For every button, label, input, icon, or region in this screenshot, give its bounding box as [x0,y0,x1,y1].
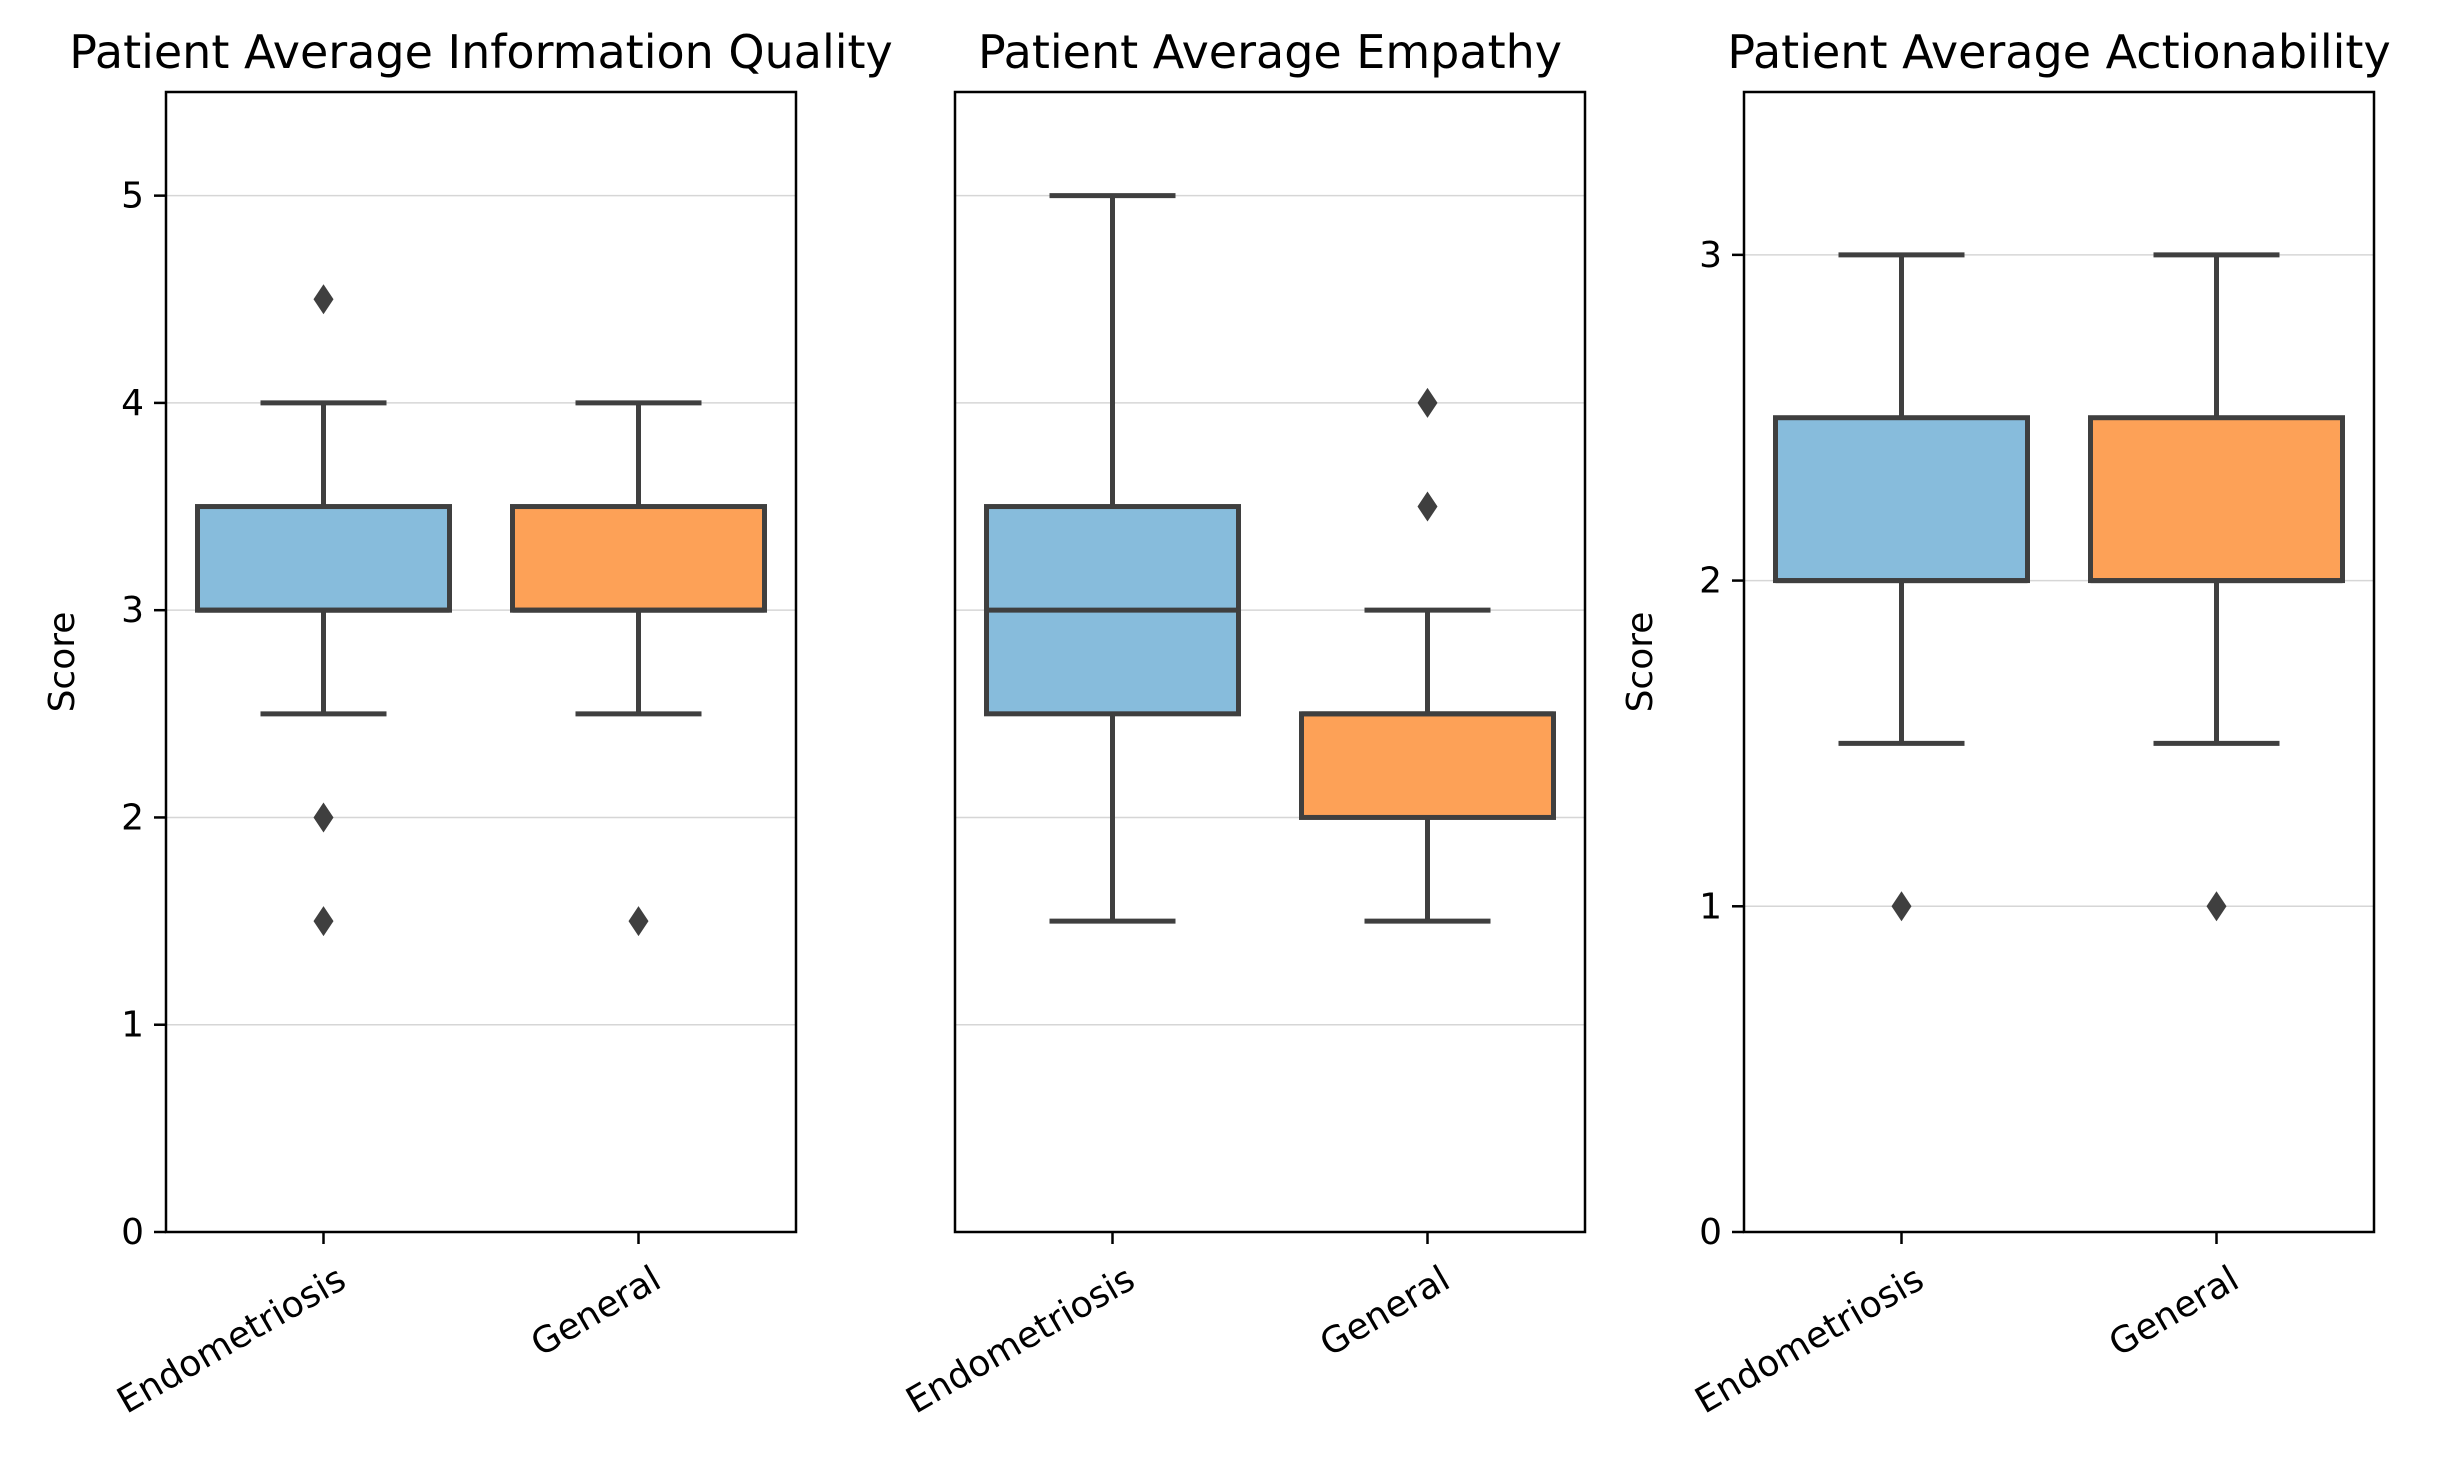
y-tick-label: 0 [121,1212,144,1253]
x-tick-label: Endometriosis [899,1258,1141,1422]
axes-frame [1742,90,2376,1234]
x-tick-label: General [1313,1258,1456,1364]
x-tick-label: Endometriosis [1688,1258,1930,1422]
chart-panel-3: 0 1 2 3 Endometriosis General Patient Average … [1620,25,2391,1422]
chart-panel-2: Endometriosis General Patient Average Empa… [899,25,1587,1422]
axes-frame [164,90,798,1234]
box-endometriosis [195,284,452,937]
box-endometriosis [1773,252,2030,922]
iqr-box [1773,415,2030,584]
box-general [1299,387,1556,924]
iqr-box [2088,415,2345,584]
x-tick-label: Endometriosis [110,1258,352,1422]
outlier-point [2206,891,2227,922]
chart-title: Patient Average Information Quality [69,25,893,79]
iqr-box [510,504,767,613]
outlier-point [1891,891,1912,922]
x-tick-label: General [2102,1258,2245,1364]
y-tick-label: 3 [1699,235,1722,276]
y-axis-label: Score [1620,612,1661,713]
chart-title: Patient Average Empathy [978,25,1562,79]
box-general [2088,252,2345,922]
y-tick-label: 2 [121,797,144,838]
y-tick-label: 4 [121,383,144,424]
outlier-point [313,802,334,833]
y-tick-label: 5 [121,176,144,217]
box-general [510,400,767,937]
y-axis-label: Score [42,612,83,713]
outlier-point [313,906,334,937]
box-endometriosis [984,193,1241,924]
y-tick-label: 1 [121,1005,144,1046]
outlier-point [1417,387,1438,418]
y-tick-label: 3 [121,590,144,631]
outlier-point [1417,491,1438,522]
chart-panel-1: 0 1 2 3 4 5 Endometriosis General Patient Averag… [42,25,893,1422]
iqr-box [1299,711,1556,820]
y-tick-label: 0 [1699,1212,1722,1253]
y-tick-label: 1 [1699,886,1722,927]
outlier-point [628,906,649,937]
chart-title: Patient Average Actionability [1727,25,2390,79]
y-tick-label: 2 [1699,561,1722,602]
outlier-point [313,284,334,315]
x-tick-label: General [524,1258,667,1364]
axes-frame [953,90,1587,1234]
iqr-box [195,504,452,613]
